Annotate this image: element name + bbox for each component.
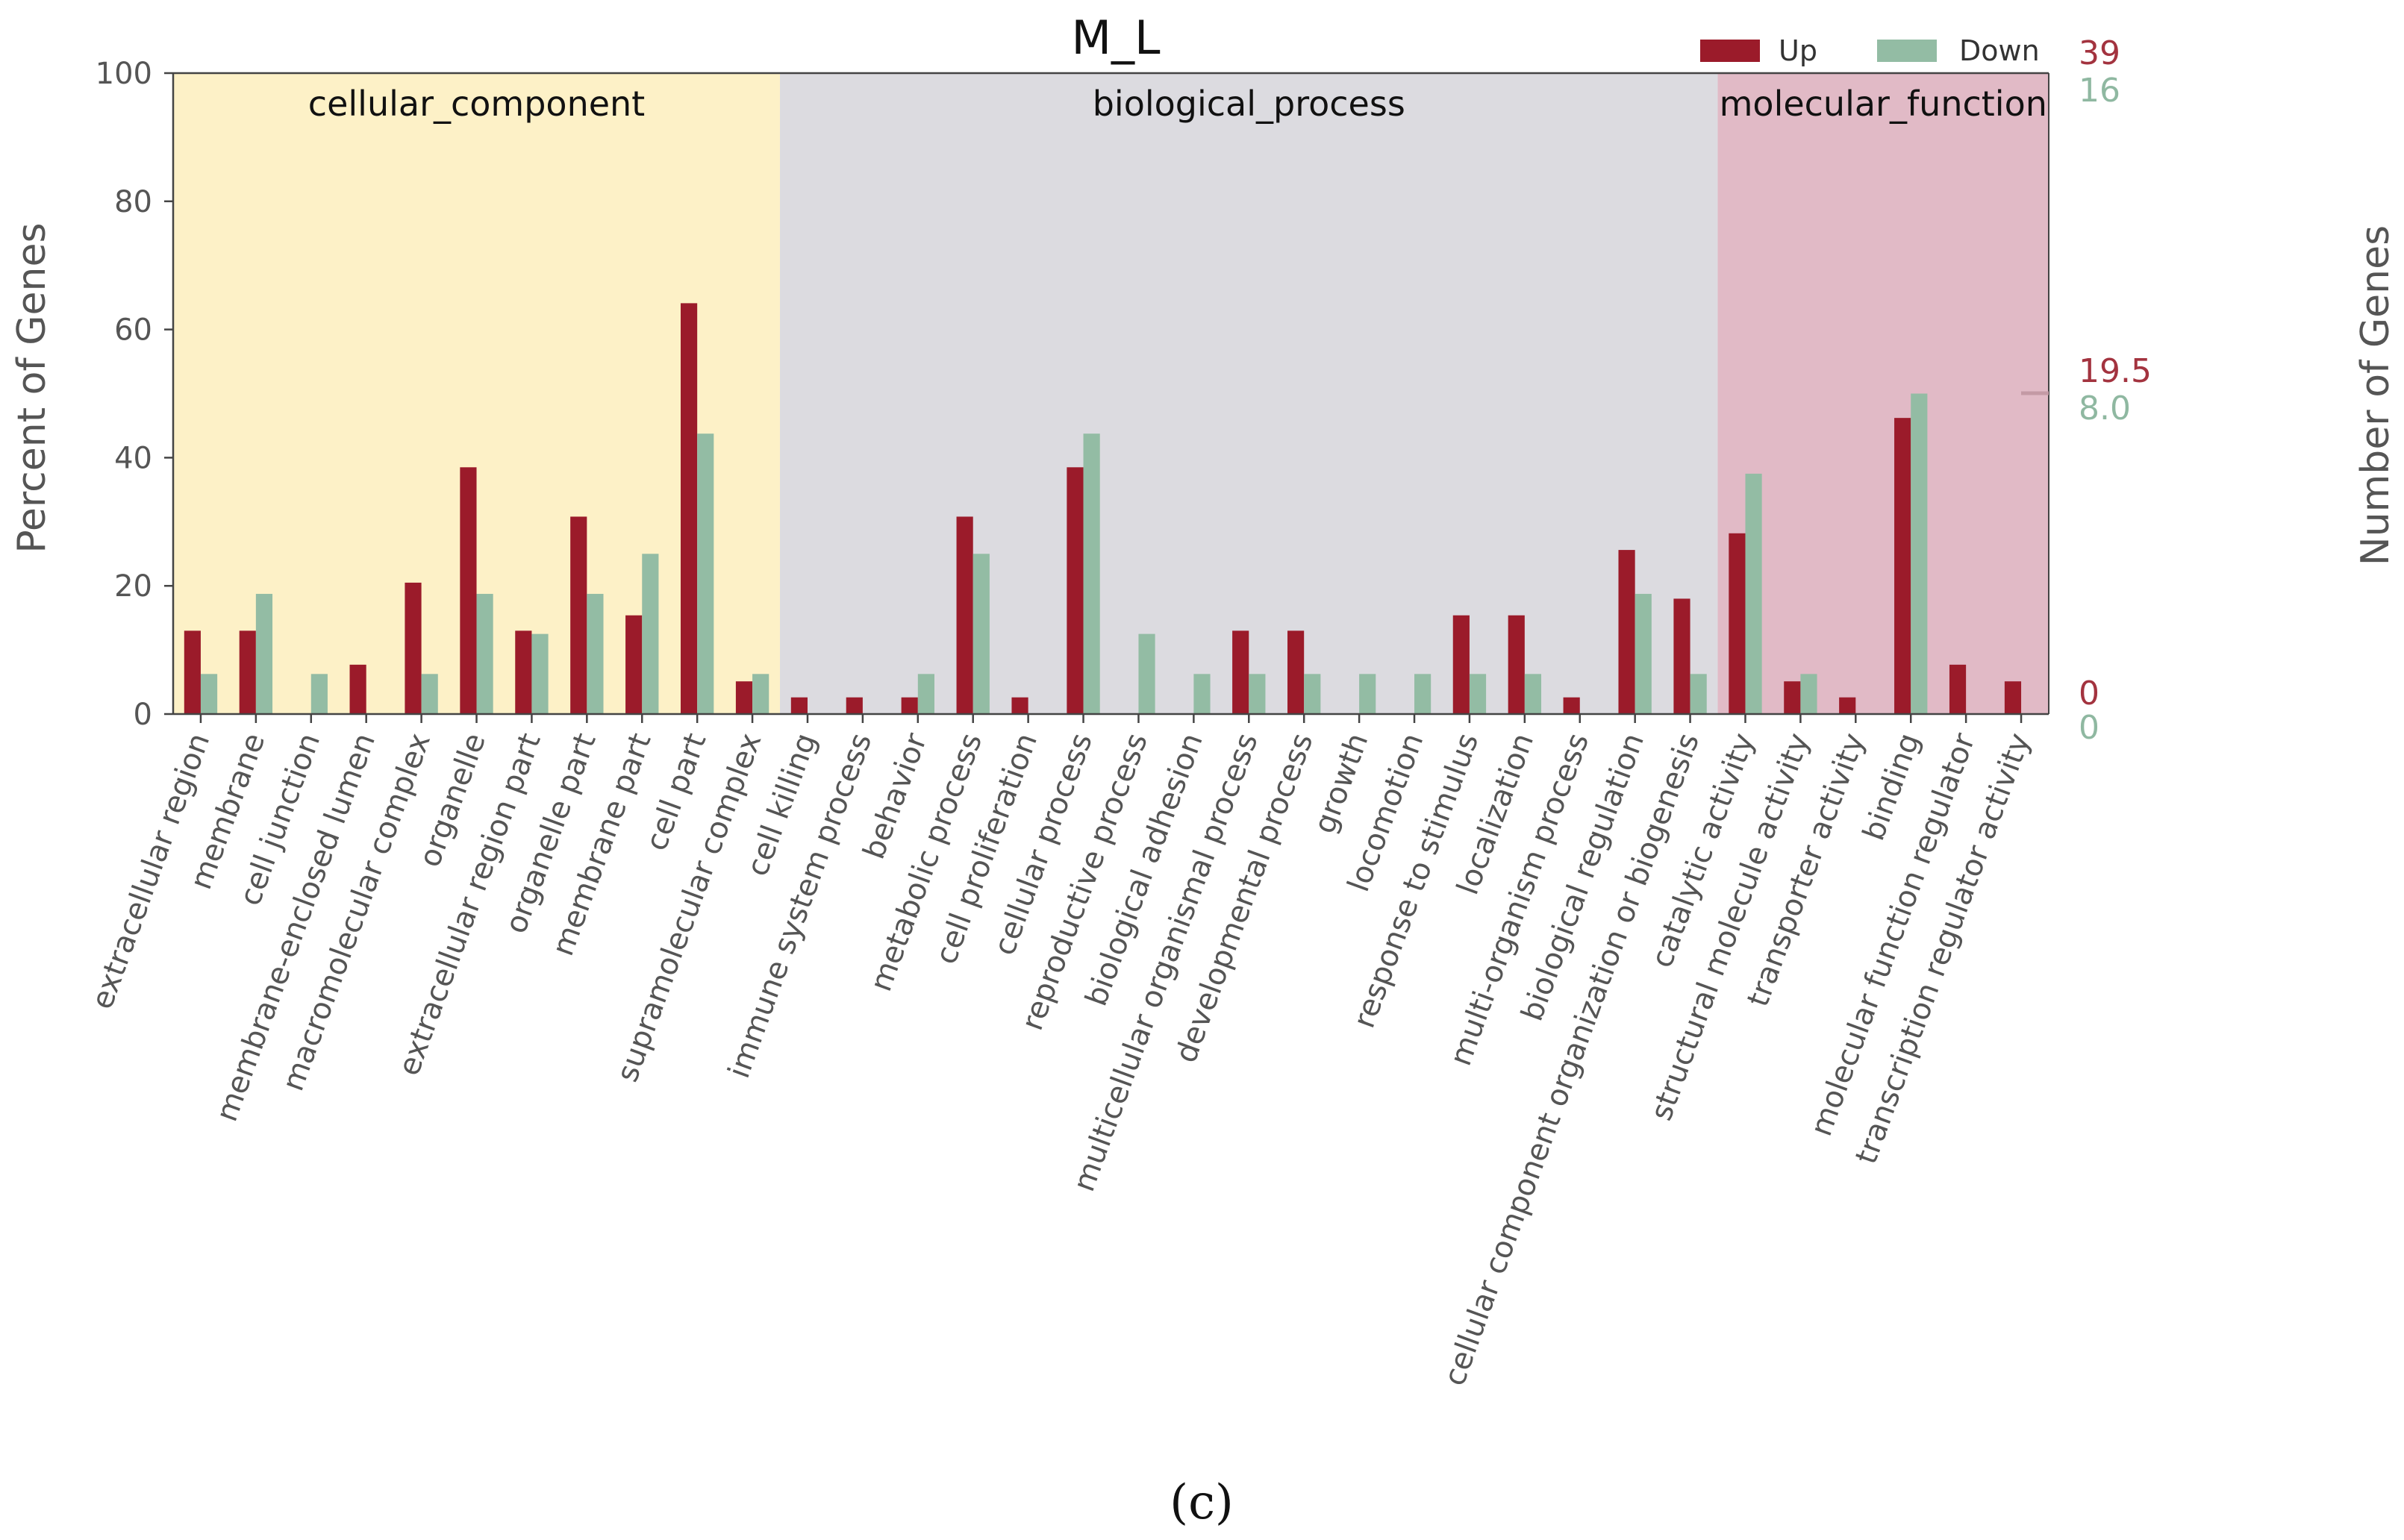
bar-down-27 — [1690, 674, 1707, 714]
y-tick-label: 0 — [134, 698, 152, 732]
bar-down-18 — [1193, 674, 1211, 714]
bar-up-19 — [1232, 630, 1249, 714]
bar-up-31 — [1894, 418, 1911, 714]
bar-up-15 — [1011, 697, 1028, 714]
bar-down-2 — [310, 674, 328, 714]
bar-up-10 — [735, 681, 753, 714]
bar-up-12 — [846, 697, 863, 714]
figure-caption: (c) — [1170, 1475, 1234, 1530]
up-count-min: 0 — [2079, 674, 2099, 713]
bar-up-5 — [460, 467, 477, 714]
bar-down-23 — [1469, 674, 1487, 714]
bar-up-30 — [1839, 697, 1856, 714]
bar-up-25 — [1563, 697, 1580, 714]
bar-up-7 — [570, 516, 587, 714]
legend-down-label: Down — [1959, 34, 2040, 67]
bar-up-14 — [956, 516, 973, 714]
up-count-max: 39 — [2079, 34, 2120, 72]
down-count-mid: 8.0 — [2079, 389, 2131, 428]
bar-up-0 — [184, 630, 201, 714]
axes: 0 20 40 60 80 100 — [96, 57, 2049, 732]
group-background-biological_process — [780, 73, 1718, 714]
y-tick-label: 20 — [114, 569, 152, 604]
group-label-cellular_component: cellular_component — [308, 84, 645, 124]
bar-down-28 — [1745, 473, 1762, 714]
bar-down-19 — [1249, 674, 1266, 714]
bar-up-24 — [1508, 615, 1525, 714]
bar-down-21 — [1359, 674, 1376, 714]
bar-up-1 — [239, 630, 256, 714]
y-tick-label: 80 — [114, 185, 152, 219]
bar-up-4 — [405, 582, 422, 714]
bar-up-13 — [901, 697, 918, 714]
bar-up-6 — [515, 630, 532, 714]
bar-up-20 — [1287, 630, 1305, 714]
bar-down-29 — [1800, 674, 1817, 714]
group-label-molecular_function: molecular_function — [1720, 84, 2047, 124]
chart-title: M_L — [1071, 10, 1160, 65]
down-count-max: 16 — [2079, 72, 2120, 110]
bar-down-16 — [1083, 433, 1100, 714]
group-background-molecular_function — [1717, 73, 2049, 714]
bar-down-13 — [917, 674, 934, 714]
down-count-min: 0 — [2079, 709, 2099, 747]
bar-down-14 — [972, 554, 990, 714]
up-count-mid: 19.5 — [2079, 352, 2152, 390]
bar-up-23 — [1452, 615, 1470, 714]
bar-down-8 — [642, 554, 659, 714]
bar-down-7 — [587, 593, 604, 714]
bar-down-10 — [752, 674, 769, 714]
y-axis-label: Percent of Genes — [10, 222, 54, 553]
group-label-biological_process: biological_process — [1093, 84, 1405, 124]
bar-up-9 — [680, 303, 698, 715]
bar-up-3 — [349, 664, 366, 714]
bar-up-16 — [1067, 467, 1084, 714]
y-tick-label: 60 — [114, 313, 152, 348]
legend-up-swatch — [1700, 40, 1760, 62]
bar-down-22 — [1414, 674, 1432, 714]
y-tick-label: 100 — [96, 57, 152, 91]
bar-down-4 — [421, 674, 438, 714]
y-tick-label: 40 — [114, 441, 152, 475]
bar-up-27 — [1673, 598, 1690, 714]
bar-down-1 — [255, 593, 273, 714]
bars — [173, 303, 2049, 716]
legend: Up Down — [1700, 34, 2040, 67]
legend-down-swatch — [1877, 40, 1937, 62]
bar-down-17 — [1138, 633, 1155, 714]
bar-down-20 — [1304, 674, 1321, 714]
bar-down-6 — [531, 633, 549, 714]
bar-down-31 — [1911, 393, 1928, 714]
bar-up-32 — [1949, 664, 1967, 714]
bar-up-28 — [1729, 533, 1746, 714]
bar-up-8 — [625, 615, 643, 714]
bar-up-11 — [790, 697, 808, 714]
bar-down-5 — [476, 593, 493, 714]
bar-up-29 — [1784, 681, 1801, 714]
bar-down-26 — [1635, 593, 1652, 714]
bar-up-26 — [1618, 550, 1635, 714]
bar-down-9 — [697, 433, 714, 714]
bar-down-24 — [1524, 674, 1542, 714]
y2-axis-label: Number of Genes — [2353, 225, 2398, 566]
group-backgrounds: cellular_component biological_process mole… — [173, 73, 2049, 714]
bar-up-33 — [2004, 681, 2022, 714]
right-count-ticks: 39 16 19.5 8.0 0 0 — [2021, 34, 2152, 747]
bar-down-0 — [200, 674, 218, 714]
legend-up-label: Up — [1779, 34, 1817, 67]
